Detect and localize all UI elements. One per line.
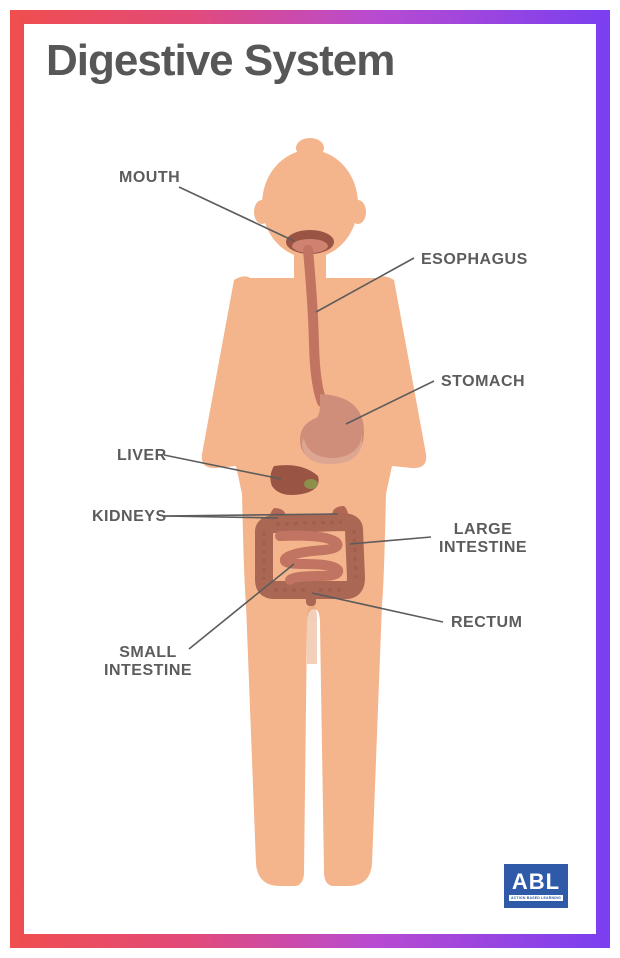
rectum-organ [306, 586, 316, 606]
logo-subtitle: ACTION BASED LEARNING [509, 895, 563, 901]
abl-logo: ABL ACTION BASED LEARNING [504, 864, 568, 908]
label-large-intestine: LARGE INTESTINE [439, 521, 527, 558]
label-kidneys: KIDNEYS [92, 508, 167, 526]
label-liver: LIVER [117, 447, 167, 465]
label-esophagus: ESOPHAGUS [421, 251, 528, 269]
label-rectum: RECTUM [451, 614, 522, 632]
label-mouth: MOUTH [119, 169, 180, 187]
label-stomach: STOMACH [441, 373, 525, 391]
logo-text: ABL [512, 871, 560, 893]
label-small-intestine: SMALL INTESTINE [104, 644, 192, 681]
digestive-diagram [24, 24, 596, 934]
